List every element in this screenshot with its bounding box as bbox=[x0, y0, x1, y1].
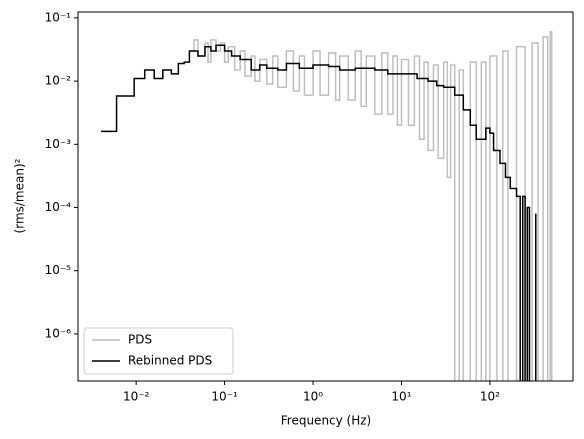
pds-line bbox=[189, 31, 553, 381]
pds-line bbox=[100, 44, 537, 381]
y-tick-label: 10⁻¹ bbox=[45, 10, 72, 24]
x-tick-label: 10⁻² bbox=[123, 390, 150, 404]
legend-label: PDS bbox=[128, 333, 152, 347]
y-tick-label: 10⁻³ bbox=[45, 137, 72, 151]
legend-label: Rebinned PDS bbox=[128, 354, 212, 368]
y-tick-label: 10⁻⁵ bbox=[45, 263, 72, 277]
axes-frame bbox=[77, 11, 574, 382]
y-tick-label: 10⁻⁴ bbox=[45, 200, 72, 214]
y-tick-label: 10⁻⁶ bbox=[45, 326, 72, 340]
x-axis-label: Frequency (Hz) bbox=[281, 414, 372, 428]
x-tick-label: 10¹ bbox=[391, 390, 411, 404]
y-tick-label: 10⁻² bbox=[45, 74, 72, 88]
x-tick-label: 10⁰ bbox=[303, 390, 323, 404]
y-axis-label: (rms/mean)² bbox=[13, 158, 27, 233]
x-tick-label: 10² bbox=[480, 390, 500, 404]
x-tick-label: 10⁻¹ bbox=[211, 390, 238, 404]
plot-area bbox=[100, 31, 553, 381]
legend-box bbox=[83, 327, 234, 375]
